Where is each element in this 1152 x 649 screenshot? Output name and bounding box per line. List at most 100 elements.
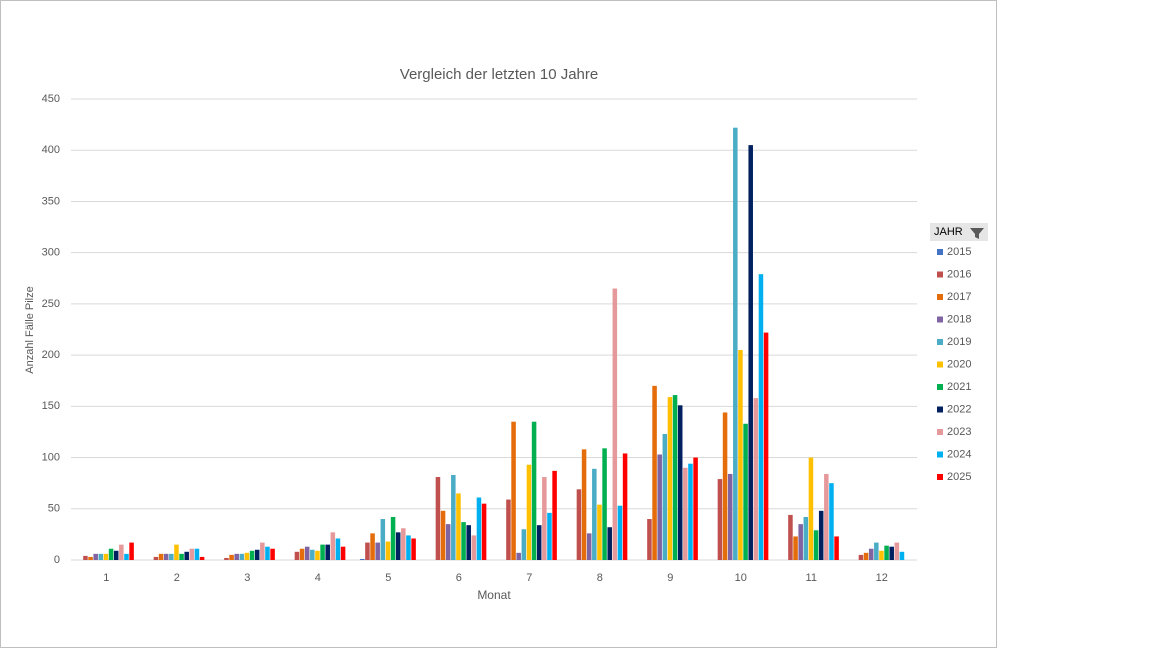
bar (294, 551, 300, 560)
legend-swatch (937, 339, 943, 345)
y-tick-label: 100 (42, 451, 60, 463)
y-tick-label: 0 (54, 554, 60, 566)
bar (254, 549, 260, 560)
legend-label: 2016 (947, 268, 971, 280)
y-axis-label: Anzahl Fälle Pilze (24, 286, 36, 373)
bar (440, 510, 446, 560)
bar (98, 553, 104, 560)
bar (119, 544, 124, 560)
bar (727, 473, 733, 560)
bar (899, 551, 905, 560)
x-tick-label: 7 (526, 572, 532, 584)
legend-header[interactable] (930, 223, 988, 241)
bar (763, 332, 769, 560)
bar (717, 479, 723, 560)
legend-swatch (937, 451, 943, 458)
bar (612, 288, 618, 560)
bar (662, 433, 668, 560)
bar (304, 546, 310, 560)
legend-label: 2021 (947, 381, 971, 393)
bar (365, 542, 370, 560)
bar (335, 538, 341, 560)
legend-swatch (937, 384, 943, 390)
legend-swatch (937, 316, 943, 323)
bar (360, 558, 365, 560)
bar (793, 536, 798, 560)
bar (798, 524, 803, 560)
bar (461, 522, 466, 560)
bar (411, 538, 416, 560)
bar (576, 489, 582, 560)
bar (158, 553, 164, 560)
bar (818, 510, 824, 560)
bar (677, 405, 683, 560)
bar (607, 527, 612, 560)
legend-label: 2015 (947, 246, 971, 258)
y-tick-label: 50 (48, 503, 60, 515)
x-tick-label: 4 (315, 572, 321, 584)
legend-swatch (937, 361, 943, 368)
bar (229, 554, 234, 560)
y-tick-label: 400 (42, 144, 60, 156)
bar (813, 530, 819, 560)
x-tick-label: 1 (103, 572, 109, 584)
bar (521, 529, 527, 560)
bar (652, 385, 657, 560)
bar (693, 457, 698, 560)
bar (581, 449, 587, 560)
bar (597, 504, 602, 560)
bar (199, 556, 205, 560)
bar (617, 505, 623, 560)
bar (310, 549, 315, 560)
bar (647, 519, 652, 560)
legend-label: 2019 (947, 336, 971, 348)
bar (375, 542, 380, 560)
filter-icon[interactable] (970, 228, 984, 239)
bar (889, 546, 894, 560)
y-tick-label: 200 (42, 349, 60, 361)
bar (874, 542, 879, 560)
bar (103, 553, 109, 560)
legend-label: 2024 (947, 448, 971, 460)
x-tick-label: 9 (667, 572, 673, 584)
legend-swatch (937, 474, 943, 480)
bar (239, 553, 245, 560)
bar (672, 395, 678, 560)
bar (244, 552, 250, 560)
x-axis-label: Monat (477, 588, 511, 602)
bar (552, 470, 557, 560)
bar (260, 542, 265, 560)
bar (476, 497, 482, 560)
bar (788, 514, 793, 560)
bar (858, 554, 864, 560)
bar (189, 548, 195, 560)
bar (184, 551, 189, 560)
bar (884, 545, 889, 560)
x-tick-label: 6 (456, 572, 462, 584)
bar (406, 535, 411, 560)
bar (108, 548, 114, 560)
bar (113, 550, 119, 560)
legend-label: 2022 (947, 403, 971, 415)
bar (536, 525, 542, 560)
bar (506, 499, 511, 560)
bar (174, 544, 179, 560)
bar (456, 493, 461, 560)
bar (657, 454, 662, 560)
y-tick-label: 350 (42, 195, 60, 207)
bar (129, 542, 134, 560)
bar (829, 483, 834, 560)
legend-swatch (937, 406, 943, 413)
chart-title: Vergleich der letzten 10 Jahre (400, 66, 598, 83)
bar (683, 467, 688, 560)
bar (803, 516, 809, 560)
bar (808, 457, 814, 560)
bar (868, 548, 874, 560)
bar (390, 516, 396, 560)
bar (748, 145, 753, 560)
bar (330, 532, 336, 560)
bar (526, 464, 532, 560)
legend-swatch (937, 429, 943, 435)
x-tick-label: 2 (174, 572, 180, 584)
bar (194, 548, 200, 560)
